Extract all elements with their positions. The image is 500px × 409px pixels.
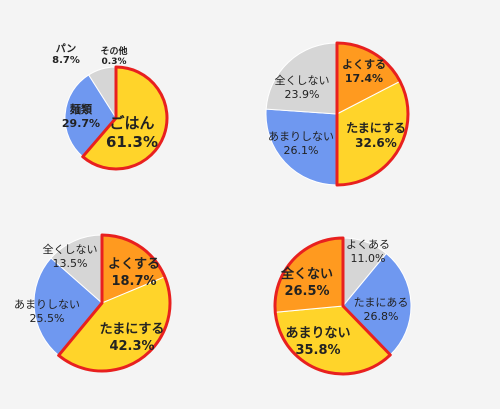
pie-1-slice-2	[64, 74, 117, 158]
pie-4-slice-2-value: 26.8%	[364, 310, 399, 323]
pie-4-slice-1-value: 11.0%	[351, 252, 386, 265]
pie-1-slice-1-label: ごはん	[109, 114, 154, 132]
pie-3-slice-1-value: 18.7%	[111, 274, 156, 289]
pie-3-slice-2-label: たまにする	[100, 322, 165, 337]
pie-4-slice-2	[342, 252, 412, 356]
pie-1-highlight-outline	[81, 65, 169, 171]
pie-2-slice-3-value: 26.1%	[284, 144, 319, 157]
pie-1-slice-4-label: その他	[100, 45, 127, 57]
pie-1-slice-2-value: 29.7%	[62, 117, 100, 130]
pie-2-highlight-outline	[335, 41, 410, 187]
pie-4-slice-3-label: あまりない	[285, 326, 350, 341]
pie-3-slice-2-value: 42.3%	[109, 339, 154, 354]
pie-2-slice-4-label: 全くしない	[275, 73, 330, 87]
pie-2-slice-1-value: 17.4%	[345, 72, 383, 85]
pie-3-slice-4-value: 13.5%	[53, 257, 88, 270]
pie-4-slice-1-label: よくある	[346, 238, 390, 251]
pie-4-slice-4-value: 26.5%	[284, 284, 329, 299]
pie-1-slice-1-value: 61.3%	[106, 133, 158, 151]
pie-4-slice-4-label: 全くない	[280, 266, 333, 282]
pie-2-slice-1-label: よくする	[342, 58, 386, 71]
pie-2-slice-3-label: あまりしない	[268, 130, 334, 143]
pie-1-slice-2-label: 麺類	[69, 102, 93, 116]
pie-2-slice-4	[265, 42, 338, 115]
pie-3-slice-1-label: よくする	[108, 257, 160, 272]
pie-4-slice-2-label: たまにある	[354, 296, 409, 309]
pie-3-slice-3-label: あまりしない	[14, 298, 80, 311]
pie-1-slice-4-value: 0.3%	[102, 57, 127, 67]
pie-3-slice-4-label: 全くしない	[43, 242, 98, 256]
pie-2-slice-2-label: たまにする	[346, 121, 406, 135]
pie-4-highlight-outline	[273, 236, 392, 376]
pie-1-slice-3-label: パン	[56, 43, 77, 55]
pie-2-slice-4-value: 23.9%	[285, 88, 320, 101]
pie-3-highlight-outline	[57, 233, 172, 373]
pie-1-slice-3-value: 8.7%	[52, 55, 80, 66]
pie-3-slice-3	[33, 257, 103, 357]
pie-2-slice-3	[265, 108, 338, 186]
pie-3-slice-3-value: 25.5%	[30, 312, 65, 325]
pie-4-slice-3-value: 35.8%	[295, 343, 340, 358]
pie-2-slice-2-value: 32.6%	[355, 136, 397, 150]
